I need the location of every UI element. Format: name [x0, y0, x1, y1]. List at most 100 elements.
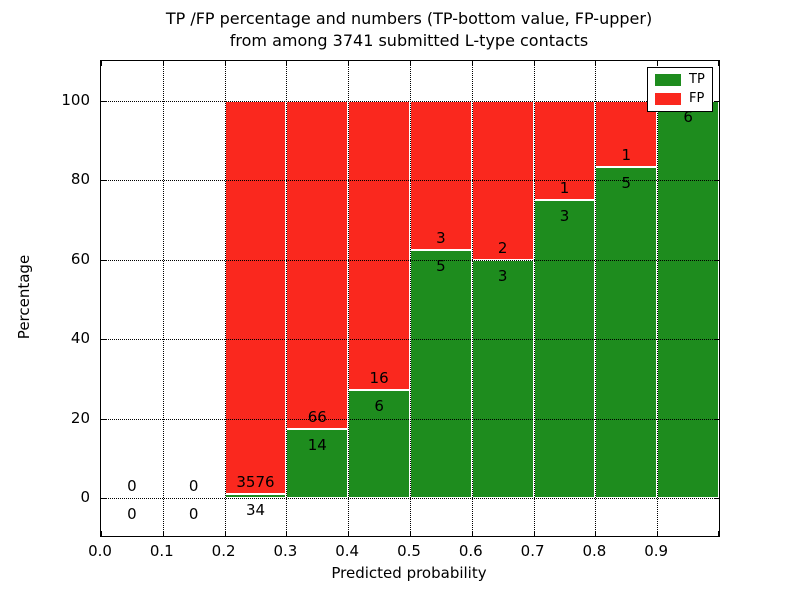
- gridline-vertical: [471, 61, 473, 536]
- x-tick-mark: [286, 61, 288, 66]
- x-tick-mark: [101, 61, 102, 66]
- chart-title: TP /FP percentage and numbers (TP-bottom…: [100, 8, 718, 52]
- tp-count-label: 3: [559, 207, 570, 226]
- gridline-vertical: [595, 61, 597, 536]
- y-tick-label: 60: [70, 249, 90, 268]
- chart-title-line2: from among 3741 submitted L-type contact…: [229, 31, 589, 50]
- x-tick-mark: [471, 61, 473, 66]
- y-tick-mark: [714, 180, 719, 182]
- fp-count-label: 2: [497, 238, 508, 257]
- y-tick-mark: [714, 498, 719, 499]
- y-tick-mark: [101, 259, 106, 261]
- legend-entry-tp: TP: [655, 73, 705, 87]
- x-tick-mark: [657, 531, 659, 536]
- y-tick-label: 100: [61, 91, 90, 109]
- fp-count-label: 0: [188, 477, 199, 495]
- x-tick-mark: [286, 531, 288, 536]
- x-tick-label: 0.1: [149, 542, 174, 560]
- fp-count-label: 0: [127, 477, 137, 495]
- legend-label-tp: TP: [689, 72, 705, 87]
- bar-segment-tp: [471, 259, 534, 498]
- gridline-vertical: [657, 61, 659, 536]
- x-tick-mark: [533, 531, 535, 536]
- tp-count-label: 5: [436, 256, 446, 275]
- x-tick-mark: [657, 61, 659, 66]
- y-tick-mark: [714, 339, 719, 341]
- gridline-vertical: [348, 61, 350, 536]
- x-axis-label: Predicted probability: [331, 564, 487, 582]
- bar-segment-tp: [595, 167, 658, 498]
- gridline-vertical: [533, 61, 535, 536]
- fp-count-label: 3576: [236, 473, 275, 492]
- x-tick-label: 0.7: [520, 542, 545, 560]
- legend-entry-fp: FP: [655, 92, 705, 106]
- y-tick-mark: [101, 339, 106, 341]
- x-tick-label: 0.3: [273, 542, 298, 560]
- fp-color-swatch: [655, 93, 681, 105]
- y-tick-label: 80: [70, 170, 90, 189]
- gridline-vertical: [410, 61, 411, 536]
- fp-count-label: 1: [559, 179, 570, 198]
- tp-count-label: 5: [621, 174, 632, 193]
- y-tick-mark: [101, 180, 106, 182]
- x-tick-mark: [101, 531, 102, 536]
- gridline-vertical: [162, 61, 164, 536]
- y-tick-label: 0: [80, 488, 90, 506]
- x-tick-mark: [533, 61, 535, 66]
- x-tick-label: 0.0: [88, 542, 112, 560]
- legend: TP FP: [647, 67, 713, 112]
- x-tick-mark: [410, 531, 411, 536]
- x-tick-mark: [595, 531, 597, 536]
- y-tick-mark: [714, 418, 719, 420]
- x-tick-label: 0.2: [211, 542, 236, 560]
- bar-segment-fp: [224, 101, 287, 495]
- y-tick-mark: [101, 101, 106, 102]
- y-axis-label: Percentage: [15, 254, 33, 340]
- gridline-vertical: [224, 61, 226, 536]
- x-tick-mark: [595, 61, 597, 66]
- bar-segment-tp: [657, 101, 719, 498]
- bar-segment-fp: [410, 101, 472, 250]
- tp-count-label: 0: [127, 505, 137, 523]
- y-tick-label: 20: [70, 408, 90, 427]
- tp-count-label: 0: [188, 505, 199, 523]
- fp-count-label: 16: [369, 368, 389, 387]
- x-tick-label: 0.5: [397, 542, 421, 560]
- chart-title-line1: TP /FP percentage and numbers (TP-bottom…: [165, 9, 653, 28]
- y-tick-mark: [101, 498, 106, 499]
- bar-segment-tp: [410, 249, 472, 498]
- x-tick-mark: [718, 61, 719, 66]
- tp-count-label: 14: [307, 435, 327, 454]
- x-tick-mark: [471, 531, 473, 536]
- plot-area: TP FP 000035763466141663523131506: [100, 60, 720, 537]
- tp-count-label: 34: [245, 501, 266, 520]
- bar-segment-tp: [286, 428, 349, 498]
- bar-segment-fp: [286, 101, 349, 429]
- y-tick-mark: [714, 101, 719, 102]
- x-tick-label: 0.4: [335, 542, 360, 560]
- x-tick-mark: [410, 61, 411, 66]
- fp-count-label: 3: [436, 228, 446, 247]
- y-tick-mark: [101, 418, 106, 420]
- y-tick-mark: [714, 259, 719, 261]
- tp-count-label: 6: [374, 396, 384, 415]
- x-tick-label: 0.6: [458, 542, 483, 560]
- x-tick-mark: [348, 531, 350, 536]
- tp-color-swatch: [655, 74, 681, 86]
- x-tick-label: 0.8: [582, 542, 607, 560]
- x-tick-mark: [162, 531, 164, 536]
- fp-count-label: 66: [307, 407, 327, 426]
- bar-segment-tp: [533, 200, 596, 498]
- x-tick-mark: [162, 61, 164, 66]
- x-tick-mark: [224, 61, 226, 66]
- gridline-vertical: [286, 61, 288, 536]
- x-tick-mark: [224, 531, 226, 536]
- tp-count-label: 6: [683, 108, 693, 126]
- x-tick-mark: [348, 61, 350, 66]
- x-tick-mark: [718, 531, 719, 536]
- x-tick-label: 0.9: [644, 542, 669, 560]
- legend-label-fp: FP: [689, 91, 705, 106]
- tp-count-label: 3: [497, 266, 508, 285]
- y-tick-label: 40: [70, 329, 90, 348]
